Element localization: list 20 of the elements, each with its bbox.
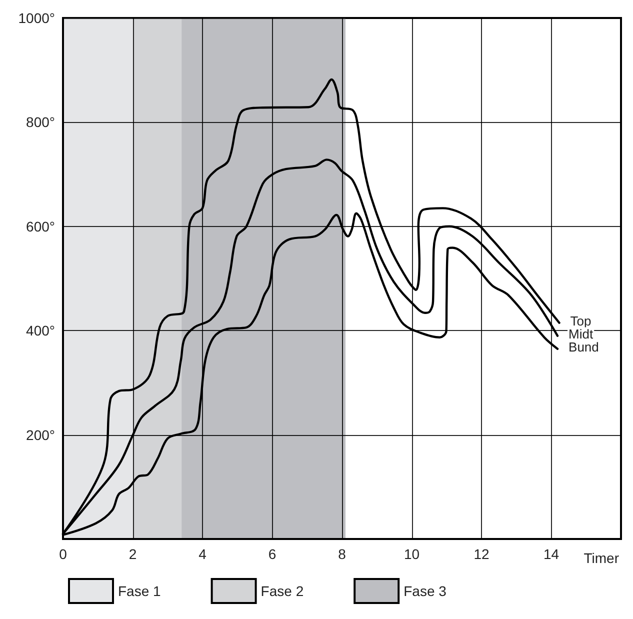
x-tick-label: 4 — [198, 546, 207, 562]
x-tick-label: 6 — [268, 546, 276, 562]
series-label: Top — [570, 313, 592, 328]
y-tick-label: 200° — [26, 426, 55, 443]
legend-label: Fase 1 — [118, 583, 162, 599]
y-tick-label: 1000° — [18, 10, 55, 26]
legend-label: Fase 3 — [404, 583, 447, 599]
x-tick-label: 0 — [59, 546, 68, 562]
y-tick-label: 400° — [26, 322, 55, 339]
y-tick-label: 800° — [26, 114, 55, 130]
x-axis-title: Timer — [584, 550, 620, 566]
x-tick-label: 10 — [404, 546, 420, 562]
legend-label: Fase 2 — [260, 583, 304, 599]
x-tick-label: 14 — [543, 546, 560, 562]
series-label: Midt — [568, 326, 594, 342]
x-tick-label: 2 — [128, 546, 137, 562]
y-tick-label: 600° — [26, 218, 55, 234]
x-tick-label: 8 — [338, 546, 346, 562]
series-label: Bund — [568, 339, 599, 354]
x-tick-label: 12 — [474, 546, 490, 562]
